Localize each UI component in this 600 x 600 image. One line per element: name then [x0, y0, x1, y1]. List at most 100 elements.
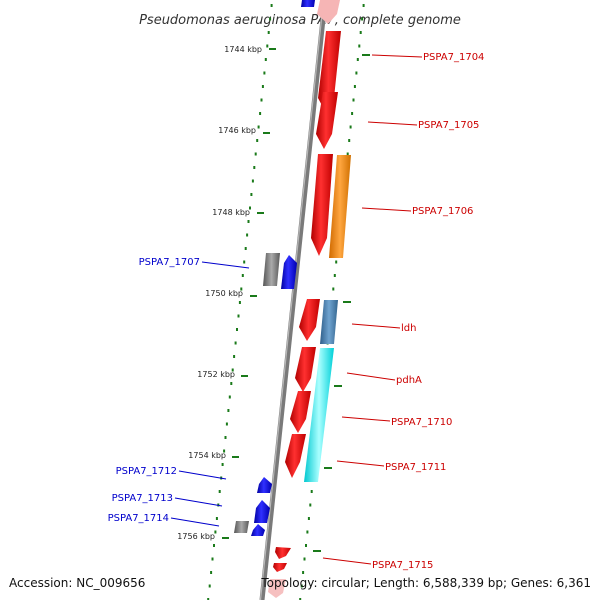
gene-pspa7-1710 [290, 391, 311, 433]
leader-lines [170, 54, 423, 565]
track-dot [233, 355, 236, 358]
track-dot [300, 584, 303, 588]
tick-label-1750: 1750 kbp [205, 289, 243, 298]
track-dot [228, 395, 231, 399]
tick-marks [222, 48, 370, 552]
track-dot [227, 409, 230, 412]
gene-partial-top-blue [301, 0, 315, 7]
track-dot [218, 490, 221, 493]
label-pspa7-1714: PSPA7_1714 [108, 513, 169, 524]
track-dots [207, 4, 365, 600]
track-dot [234, 341, 237, 345]
track-dot [251, 179, 254, 183]
track-dot [348, 139, 351, 142]
tick-labels: 1744 kbp 1746 kbp 1748 kbp 1750 kbp 1752… [177, 45, 262, 541]
track-dot [305, 544, 307, 547]
gene-cyan [304, 348, 334, 482]
track-dot [221, 463, 224, 466]
track-dot [299, 598, 302, 600]
leader-pspa7-1706 [361, 207, 412, 212]
track-dot [267, 31, 270, 34]
track-dot [256, 139, 259, 142]
gene-grey-1707 [263, 253, 280, 286]
track-dot [224, 436, 227, 439]
leader-pspa7-1714 [170, 517, 220, 527]
label-pspa7-1706: PSPA7_1706 [412, 206, 473, 217]
track-dot [211, 557, 214, 561]
track-dot [236, 328, 238, 331]
gene-ldh [299, 299, 320, 341]
track-dot [310, 490, 313, 493]
label-pspa7-1713: PSPA7_1713 [112, 493, 173, 504]
label-pspa7-1705: PSPA7_1705 [418, 120, 479, 131]
track-dot [240, 287, 243, 291]
genome-axis-highlight [259, 0, 325, 600]
track-dot [250, 193, 253, 196]
track-dot [231, 368, 234, 372]
track-dot [264, 58, 267, 61]
gene-pspa7-1713 [254, 500, 270, 523]
track-dot [249, 206, 251, 210]
gene-pspa7-1712 [257, 477, 272, 493]
track-dot [210, 571, 213, 574]
tick-label-1744: 1744 kbp [224, 45, 262, 54]
track-dot [361, 17, 364, 21]
track-dot [213, 544, 215, 547]
gene-pdha [295, 347, 316, 392]
track-dot [225, 422, 228, 426]
track-dot [215, 517, 218, 520]
track-dot [351, 112, 354, 115]
leader-pspa7-1712 [178, 470, 227, 480]
track-dot [223, 449, 226, 453]
track-dot [332, 287, 335, 291]
leader-pspa7-1715 [322, 557, 372, 565]
gene-pspa7-1707 [281, 255, 297, 289]
map-title: Pseudomonas aeruginosa PA7, complete gen… [139, 13, 461, 28]
gene-pspa7-1705 [316, 92, 338, 149]
track-dot [358, 44, 361, 48]
tick-label-1756: 1756 kbp [177, 532, 215, 541]
track-dot [266, 44, 269, 48]
track-dot [306, 530, 309, 534]
track-dot [362, 4, 365, 7]
track-dot [302, 571, 305, 574]
track-dot [346, 152, 349, 156]
gene-grey-1714 [234, 521, 249, 533]
track-dot [263, 71, 266, 75]
track-dot [243, 260, 246, 264]
tick-label-1754: 1754 kbp [188, 451, 226, 460]
accession-text: Accession: NC_009656 [9, 576, 145, 590]
gene-partial-top-pink [317, 0, 340, 24]
leader-ldh [351, 323, 401, 329]
label-pspa7-1707: PSPA7_1707 [139, 257, 200, 268]
label-ldh: ldh [401, 323, 416, 334]
track-dot [307, 517, 310, 520]
leader-pspa7-1704 [371, 54, 423, 58]
track-dot [270, 4, 273, 7]
label-pspa7-1712: PSPA7_1712 [116, 466, 177, 477]
gene-pspa7-1715 [275, 547, 291, 559]
gene-pspa7-1715b [273, 563, 287, 572]
track-dot [254, 152, 257, 156]
track-dot [349, 125, 352, 129]
track-dot [359, 31, 362, 34]
gene-pspa7-1706 [311, 154, 333, 256]
gene-orange [329, 155, 351, 258]
track-dot [230, 382, 233, 385]
track-dot [333, 274, 336, 277]
track-dot [207, 598, 210, 600]
track-dot [241, 274, 244, 277]
track-dot [259, 112, 262, 115]
track-dot [353, 85, 356, 88]
track-dot [247, 220, 250, 223]
track-dot [253, 166, 256, 169]
label-pspa7-1711: PSPA7_1711 [385, 462, 446, 473]
gene-partial-bottom-pink [268, 579, 286, 598]
tick-label-1752: 1752 kbp [197, 370, 235, 379]
label-pspa7-1704: PSPA7_1704 [423, 52, 484, 63]
genome-axis [259, 0, 328, 600]
track-dot [246, 233, 249, 237]
label-pspa7-1710: PSPA7_1710 [391, 417, 452, 428]
track-dot [257, 125, 260, 129]
